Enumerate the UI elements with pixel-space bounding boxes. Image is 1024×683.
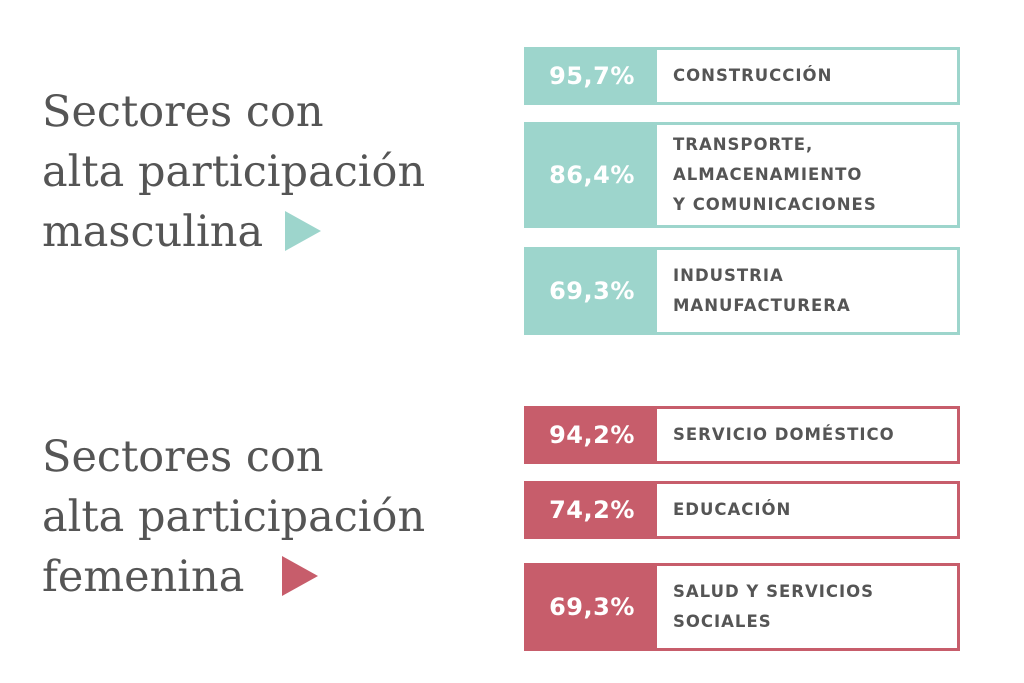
sector-percentage: 86,4% [527,125,657,225]
sector-label: TRANSPORTE, ALMACENAMIENTO Y COMUNICACIO… [657,125,957,225]
sector-label-line: MANUFACTURERA [673,296,851,315]
heading-female-line-3: femenina [42,552,245,602]
sector-label-line: EDUCACIÓN [673,500,792,519]
heading-female: Sectores con alta participación femenina [42,427,425,607]
sector-card-transporte: 86,4% TRANSPORTE, ALMACENAMIENTO Y COMUN… [524,122,960,228]
sector-percentage: 74,2% [527,484,657,536]
sector-label-line: Y COMUNICACIONES [673,195,877,214]
heading-male-line-2: alta participación [42,147,426,197]
heading-female-line-1: Sectores con [42,432,324,482]
sector-percentage: 94,2% [527,409,657,461]
sector-label: INDUSTRIA MANUFACTURERA [657,250,957,332]
heading-male-line-3: masculina [42,207,264,257]
sector-card-industria: 69,3% INDUSTRIA MANUFACTURERA [524,247,960,335]
sector-percentage: 95,7% [527,50,657,102]
heading-female-line-2: alta participación [42,492,426,542]
sector-label-line: TRANSPORTE, [673,135,814,154]
sector-label-line: SALUD Y SERVICIOS [673,582,875,601]
triangle-right-icon [285,211,322,251]
sector-label: EDUCACIÓN [657,484,957,536]
heading-male: Sectores con alta participación masculin… [42,82,425,262]
sector-card-salud: 69,3% SALUD Y SERVICIOS SOCIALES [524,563,960,651]
sector-percentage: 69,3% [527,566,657,648]
sector-label: SERVICIO DOMÉSTICO [657,409,957,461]
sector-label-line: CONSTRUCCIÓN [673,66,833,85]
sector-label-line: INDUSTRIA [673,266,784,285]
sector-card-construccion: 95,7% CONSTRUCCIÓN [524,47,960,105]
sector-label: SALUD Y SERVICIOS SOCIALES [657,566,957,648]
heading-male-line-1: Sectores con [42,87,324,137]
sector-label: CONSTRUCCIÓN [657,50,957,102]
sector-label-line: SOCIALES [673,612,772,631]
sector-card-educacion: 74,2% EDUCACIÓN [524,481,960,539]
triangle-right-icon [282,556,319,596]
sector-percentage: 69,3% [527,250,657,332]
sector-card-servicio-domestico: 94,2% SERVICIO DOMÉSTICO [524,406,960,464]
sector-label-line: ALMACENAMIENTO [673,165,863,184]
sector-label-line: SERVICIO DOMÉSTICO [673,425,895,444]
